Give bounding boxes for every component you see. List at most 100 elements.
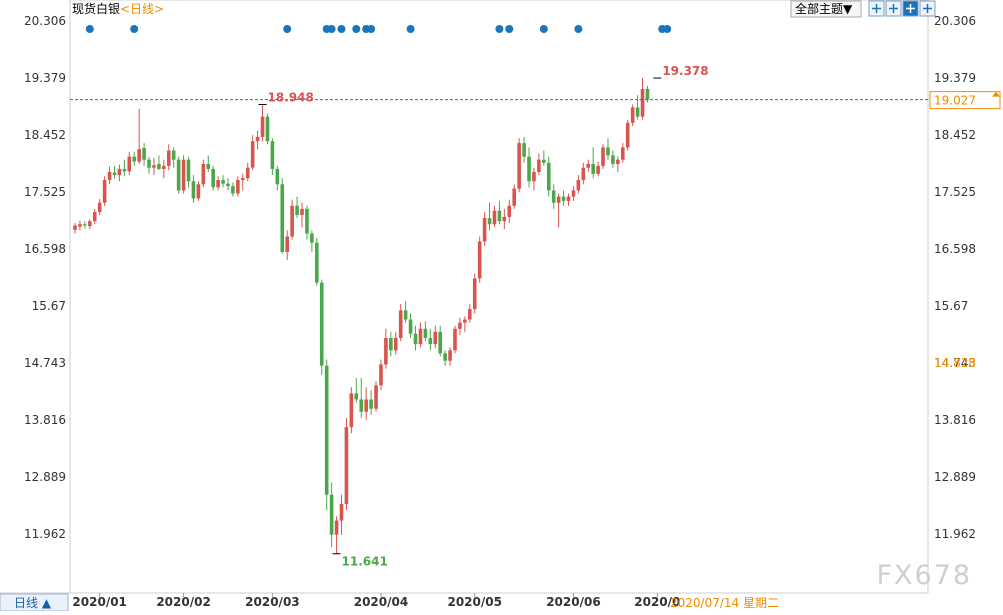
- candle[interactable]: [265, 113, 270, 145]
- candle[interactable]: [393, 331, 398, 355]
- candle[interactable]: [492, 205, 497, 228]
- theme-dropdown-label[interactable]: 全部主题▼: [795, 1, 853, 16]
- candle[interactable]: [176, 156, 181, 194]
- candle[interactable]: [310, 230, 314, 252]
- zoom-icon[interactable]: [885, 0, 902, 17]
- candle[interactable]: [236, 176, 240, 197]
- event-marker-dot[interactable]: [406, 25, 415, 33]
- candle[interactable]: [324, 359, 329, 511]
- candle[interactable]: [275, 165, 280, 191]
- candle[interactable]: [245, 162, 250, 182]
- candle[interactable]: [78, 220, 82, 231]
- candle[interactable]: [364, 387, 368, 420]
- candle[interactable]: [630, 104, 635, 126]
- candle[interactable]: [270, 138, 275, 176]
- candle[interactable]: [305, 205, 309, 240]
- event-marker-dot[interactable]: [130, 25, 139, 33]
- candle[interactable]: [561, 190, 566, 206]
- candle[interactable]: [551, 184, 556, 209]
- candle[interactable]: [398, 304, 403, 342]
- candle[interactable]: [226, 178, 230, 191]
- candle[interactable]: [344, 417, 349, 511]
- candle[interactable]: [122, 159, 127, 177]
- candle[interactable]: [522, 136, 526, 163]
- candle[interactable]: [625, 119, 630, 151]
- candle[interactable]: [418, 322, 423, 348]
- candle[interactable]: [181, 155, 186, 194]
- candle[interactable]: [384, 328, 388, 369]
- candle[interactable]: [542, 150, 546, 166]
- candle[interactable]: [191, 175, 196, 203]
- candle[interactable]: [586, 159, 591, 172]
- event-marker-dot[interactable]: [283, 25, 292, 33]
- candle[interactable]: [379, 359, 383, 391]
- candle[interactable]: [463, 316, 467, 332]
- event-marker-dot[interactable]: [327, 25, 336, 33]
- candle[interactable]: [127, 151, 132, 176]
- candle[interactable]: [433, 325, 438, 349]
- candle[interactable]: [359, 377, 364, 418]
- candle[interactable]: [285, 230, 290, 260]
- candle[interactable]: [507, 199, 512, 224]
- candle[interactable]: [92, 208, 97, 225]
- event-marker-dot[interactable]: [495, 25, 504, 33]
- candle[interactable]: [369, 390, 373, 415]
- candle[interactable]: [408, 313, 413, 338]
- candle[interactable]: [606, 138, 610, 160]
- candle[interactable]: [616, 156, 620, 172]
- candle[interactable]: [300, 202, 304, 228]
- candle[interactable]: [532, 167, 536, 191]
- candle[interactable]: [107, 166, 112, 185]
- candle[interactable]: [102, 176, 107, 206]
- candle[interactable]: [453, 325, 457, 354]
- candle[interactable]: [201, 159, 206, 188]
- candle[interactable]: [319, 279, 324, 375]
- candle[interactable]: [260, 104, 265, 142]
- candle[interactable]: [611, 150, 615, 168]
- candle[interactable]: [206, 155, 211, 172]
- candle[interactable]: [458, 317, 462, 335]
- candle[interactable]: [487, 202, 492, 231]
- candle[interactable]: [339, 494, 344, 535]
- candle[interactable]: [137, 108, 141, 165]
- event-marker-dot[interactable]: [574, 25, 583, 33]
- candle[interactable]: [601, 144, 605, 169]
- theme-dropdown[interactable]: [790, 0, 862, 18]
- candle[interactable]: [240, 173, 245, 191]
- candle[interactable]: [211, 165, 215, 191]
- candle[interactable]: [290, 199, 294, 240]
- candle[interactable]: [576, 175, 581, 194]
- fullscreen-icon[interactable]: [919, 0, 936, 17]
- candle[interactable]: [250, 135, 255, 171]
- candle[interactable]: [537, 153, 541, 176]
- candle[interactable]: [162, 159, 166, 179]
- candle[interactable]: [117, 164, 122, 182]
- candle[interactable]: [413, 325, 418, 351]
- candle[interactable]: [527, 147, 531, 188]
- candle[interactable]: [502, 208, 507, 230]
- candle[interactable]: [97, 199, 102, 216]
- candle[interactable]: [497, 200, 502, 225]
- candle[interactable]: [556, 193, 561, 228]
- period-link[interactable]: <日线>: [120, 2, 164, 16]
- candle[interactable]: [438, 325, 442, 357]
- candle[interactable]: [477, 236, 482, 283]
- event-marker-dot[interactable]: [367, 25, 376, 33]
- candle[interactable]: [428, 328, 433, 351]
- candle[interactable]: [315, 237, 319, 286]
- candle[interactable]: [295, 196, 299, 219]
- candle[interactable]: [186, 156, 191, 188]
- crosshair-icon[interactable]: [868, 0, 885, 17]
- candle[interactable]: [349, 387, 354, 434]
- candle[interactable]: [221, 175, 225, 188]
- candle[interactable]: [482, 211, 487, 246]
- period-selector-label[interactable]: 日线 ▲: [14, 596, 52, 610]
- candle[interactable]: [472, 273, 477, 314]
- candle[interactable]: [448, 347, 452, 366]
- event-marker-dot[interactable]: [85, 25, 94, 33]
- candle[interactable]: [389, 331, 393, 357]
- event-marker-dot[interactable]: [539, 25, 548, 33]
- candle[interactable]: [546, 156, 551, 197]
- candle[interactable]: [329, 482, 334, 548]
